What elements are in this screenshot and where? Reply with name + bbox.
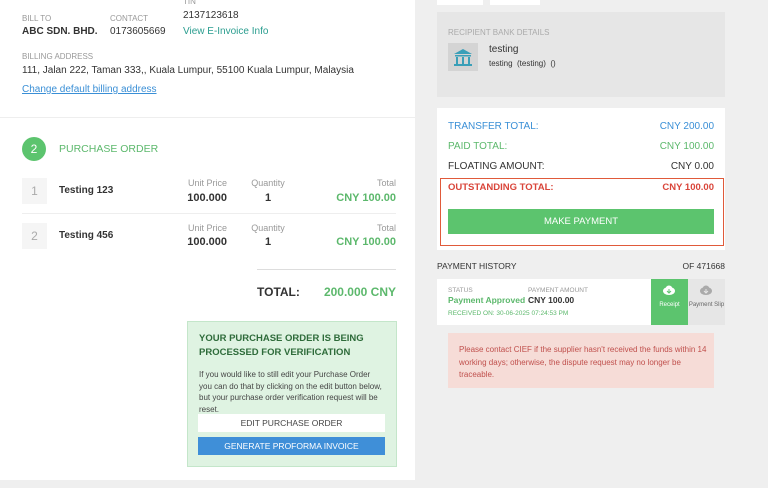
amount: CNY 100.00 — [528, 295, 575, 305]
verification-title: YOUR PURCHASE ORDER IS BEING PROCESSED F… — [199, 333, 364, 358]
po-title: PURCHASE ORDER — [59, 143, 159, 155]
total-row-value: CNY 200.00 — [659, 121, 714, 132]
row-divider — [22, 213, 396, 214]
step-circle: 2 — [22, 137, 46, 161]
unit-price-label: Unit Price — [187, 223, 227, 233]
history-title: PAYMENT HISTORY — [437, 261, 517, 271]
quantity-label: Quantity — [251, 178, 285, 188]
item-name: Testing 456 — [59, 230, 114, 241]
total-row-value: CNY 100.00 — [659, 141, 714, 152]
tin: 2137123618 — [183, 10, 239, 21]
contact: 0173605669 — [110, 26, 166, 37]
bank-icon — [448, 43, 478, 71]
grand-total-label: TOTAL: — [257, 285, 300, 299]
amount-label: PAYMENT AMOUNT — [528, 287, 588, 294]
total-row-label: TRANSFER TOTAL: — [448, 121, 539, 132]
edit-button[interactable]: EDIT PURCHASE ORDER — [198, 414, 385, 432]
address: 111, Jalan 222, Taman 333,, Kuala Lumpur… — [22, 65, 354, 76]
unit-price: 100.000 — [187, 192, 227, 204]
proforma-button[interactable]: GENERATE PROFORMA INVOICE — [198, 437, 385, 455]
change-address-link[interactable]: Change default billing address — [22, 84, 157, 95]
verification-message: If you would like to still edit your Pur… — [199, 370, 382, 414]
alert-box — [448, 333, 714, 388]
quantity: 1 — [264, 236, 272, 248]
bill-to: ABC SDN. BHD. — [22, 26, 98, 37]
bank-detail: testing (testing) () — [489, 59, 556, 68]
total-row-label: PAID TOTAL: — [448, 141, 508, 152]
quantity-label: Quantity — [251, 223, 285, 233]
total-label: Total — [376, 178, 396, 188]
item-index: 1 — [22, 178, 47, 204]
status-label: STATUS — [448, 287, 473, 294]
unit-price: 100.000 — [187, 236, 227, 248]
make-payment-button[interactable]: MAKE PAYMENT — [448, 209, 714, 234]
slip-label[interactable]: Payment Slip — [688, 302, 725, 308]
total-row-label: FLOATING AMOUNT: — [448, 161, 545, 172]
tab[interactable] — [490, 0, 540, 5]
cloud-icon — [663, 285, 675, 295]
item-name: Testing 123 — [59, 185, 114, 196]
status: Payment Approved — [448, 295, 526, 305]
bill-to-label: BILL TO — [22, 14, 52, 23]
address-label: BILLING ADDRESS — [22, 52, 94, 61]
outstanding-highlight — [440, 178, 724, 246]
item-total: CNY 100.00 — [336, 192, 396, 204]
total-row-value: CNY 0.00 — [670, 161, 714, 172]
divider — [0, 117, 415, 118]
cloud-icon — [700, 285, 712, 295]
bank-name: testing — [489, 44, 519, 55]
total-divider — [257, 269, 396, 270]
item-index: 2 — [22, 223, 47, 249]
unit-price-label: Unit Price — [187, 178, 227, 188]
item-total: CNY 100.00 — [336, 236, 396, 248]
received-on: RECEIVED ON: 30-06-2025 07:24:53 PM — [448, 310, 569, 317]
outstanding-label: OUTSTANDING TOTAL: — [448, 182, 554, 193]
history-reference: OF 471668 — [682, 261, 725, 271]
bank-label: RECIPIENT BANK DETAILS — [448, 28, 550, 37]
einvoice-link[interactable]: View E-Invoice Info — [183, 26, 269, 37]
bank-card — [437, 12, 725, 97]
total-label: Total — [376, 223, 396, 233]
outstanding-value: CNY 100.00 — [662, 182, 714, 193]
tin-label: TIN — [183, 0, 196, 6]
grand-total: 200.000 CNY — [323, 285, 396, 299]
alert-text: Please contact CIEF if the supplier hasn… — [459, 345, 707, 379]
quantity: 1 — [264, 192, 272, 204]
contact-label: CONTACT — [110, 14, 149, 23]
tab[interactable] — [437, 0, 483, 5]
receipt-label[interactable]: Receipt — [659, 302, 680, 308]
